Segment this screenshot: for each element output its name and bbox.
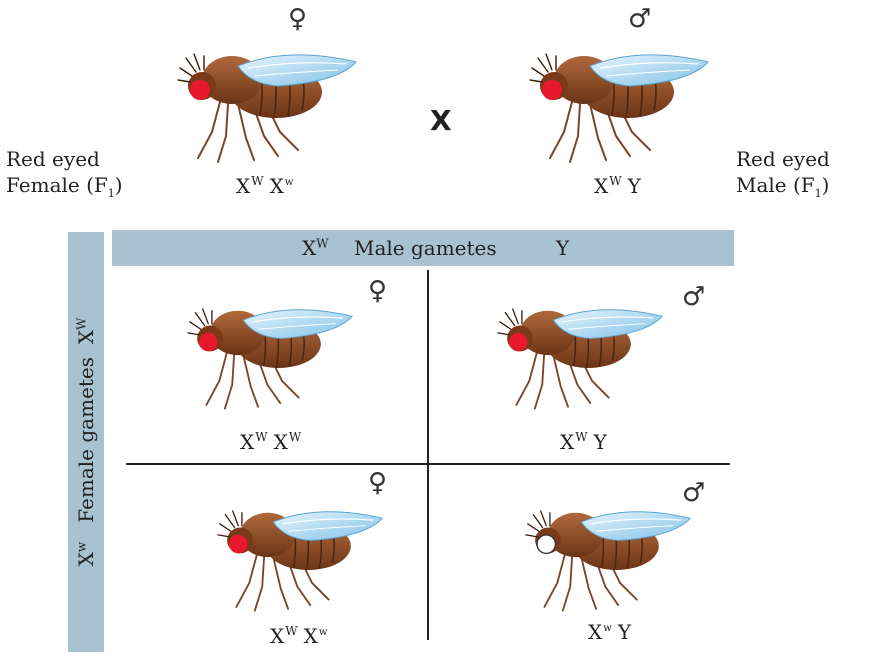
male-gamete-x: XW [302,236,329,260]
cell-1-symbol: ♀ [368,276,388,306]
eye-white [536,534,557,555]
male-gametes-header: XW Male gametes Y [112,230,734,266]
male-parent-genotype: XW Y [594,174,641,198]
cell-1-fly-image [176,296,366,420]
eye-red [229,534,248,554]
eye-red [509,332,528,352]
female-parent-fly-image [168,40,368,174]
cell-2-genotype: XW Y [560,430,607,454]
male-gamete-y: Y [556,236,570,260]
grid-horizontal-line [126,463,730,465]
cell-4-fly-image [514,498,704,622]
male-parent-fly-image [520,40,720,174]
male-gametes-label: Male gametes [354,236,497,260]
female-gametes-label: Xw Female gametes XW [74,317,98,567]
female-parent-genotype: XW Xw [236,174,294,198]
cell-4-symbol: ♂ [682,478,706,508]
female-symbol: ♀ [288,4,308,34]
female-label-line2: Female (F1) [6,173,123,200]
cell-2-symbol: ♂ [682,282,706,312]
male-parent-label: Red eyed Male (F1) [736,146,830,207]
female-gametes-header: Xw Female gametes XW [68,232,104,652]
eye-red [542,80,562,100]
eye-red [199,332,218,352]
female-label-line1: Red eyed [6,147,100,171]
female-parent-label: Red eyed Female (F1) [6,146,123,207]
cell-3-symbol: ♀ [368,468,388,498]
cell-1-genotype: XW XW [240,430,302,454]
cell-4-genotype: Xw Y [588,620,632,644]
grid-vertical-line [427,270,429,640]
eye-red [190,80,210,100]
male-label-line2: Male (F1) [736,173,830,200]
cell-3-fly-image [206,498,396,622]
cell-2-fly-image [486,296,676,420]
cross-symbol: X [430,104,452,137]
male-label-line1: Red eyed [736,147,830,171]
male-symbol: ♂ [628,4,652,34]
cell-3-genotype: XW Xw [270,624,328,648]
